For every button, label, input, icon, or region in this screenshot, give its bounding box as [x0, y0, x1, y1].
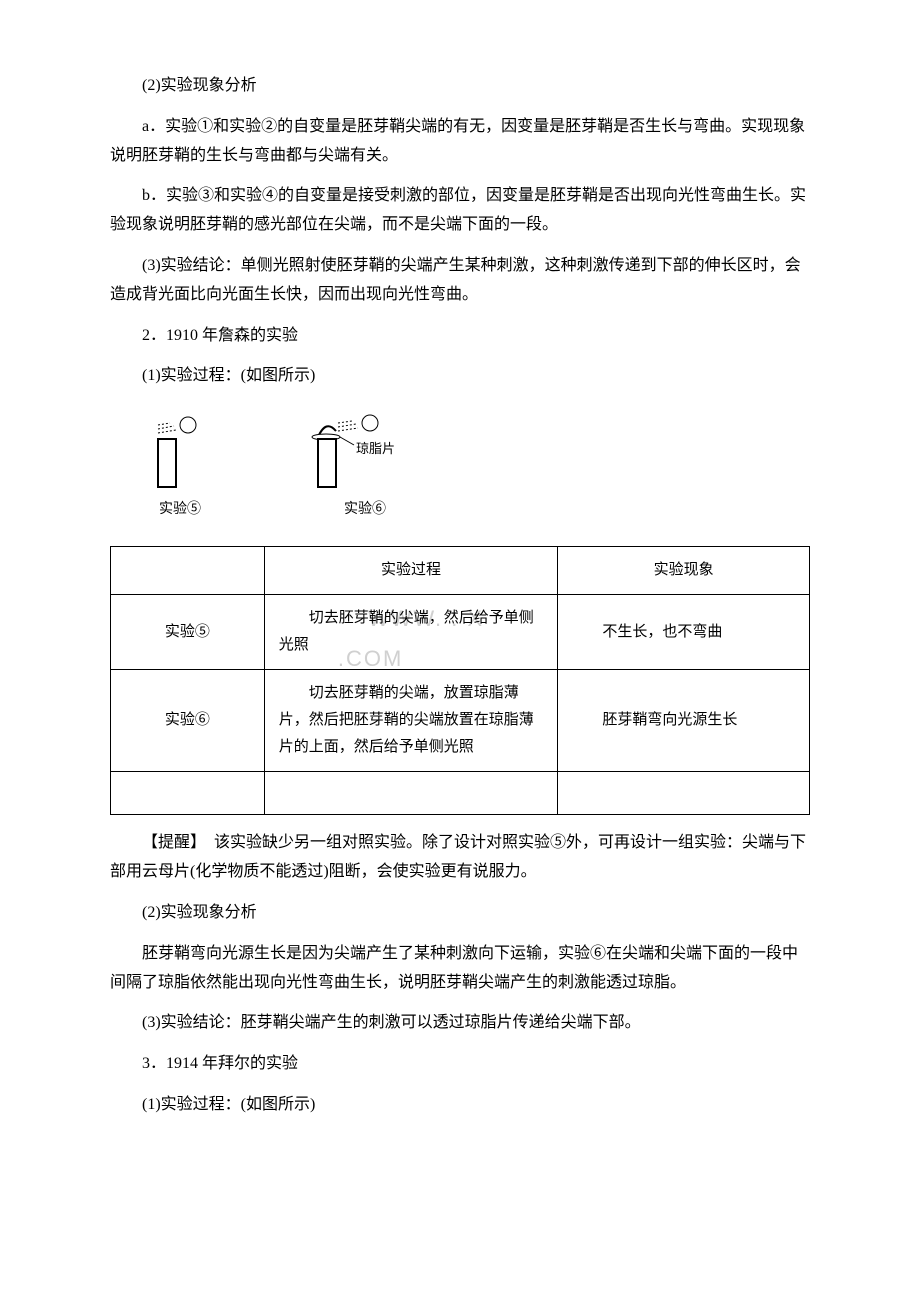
- empty-cell: [111, 772, 265, 815]
- para-section-2: 2．1910 年詹森的实验: [110, 322, 810, 351]
- table-empty-row: [111, 772, 810, 815]
- exp5-svg: [140, 411, 220, 491]
- cell-phen-5: 不生长，也不弯曲: [558, 595, 810, 670]
- table-row: 实验⑤ WWW. . X .COM 切去胚芽鞘的尖端，然后给予单侧光照 不生长，…: [111, 595, 810, 670]
- cell-proc-6: 切去胚芽鞘的尖端，放置琼脂薄片，然后把胚芽鞘的尖端放置在琼脂薄片的上面，然后给予…: [264, 670, 558, 772]
- para-reminder: 【提醒】 该实验缺少另一组对照实验。除了设计对照实验⑤外，可再设计一组实验：尖端…: [110, 829, 810, 887]
- para-2-heading-b: (2)实验现象分析: [110, 899, 810, 928]
- empty-cell: [264, 772, 558, 815]
- th-blank: [111, 547, 265, 595]
- diagram-exp6: 琼脂片 实验⑥: [300, 411, 430, 522]
- cell-proc-5-text: 切去胚芽鞘的尖端，然后给予单侧光照: [279, 610, 534, 653]
- exp6-caption: 实验⑥: [344, 497, 386, 522]
- para-1-process: (1)实验过程：(如图所示): [110, 362, 810, 391]
- exp6-svg: 琼脂片: [300, 411, 430, 491]
- experiment-table: 实验过程 实验现象 实验⑤ WWW. . X .COM 切去胚芽鞘的尖端，然后给…: [110, 546, 810, 815]
- cell-proc-5: WWW. . X .COM 切去胚芽鞘的尖端，然后给予单侧光照: [264, 595, 558, 670]
- exp5-caption: 实验⑤: [159, 497, 201, 522]
- diagram-row: 实验⑤ 琼脂片 实验⑥: [140, 411, 810, 522]
- para-3-conclusion: (3)实验结论：单侧光照射使胚芽鞘的尖端产生某种刺激，这种刺激传递到下部的伸长区…: [110, 252, 810, 310]
- para-b: b．实验③和实验④的自变量是接受刺激的部位，因变量是胚芽鞘是否出现向光性弯曲生长…: [110, 182, 810, 240]
- th-process: 实验过程: [264, 547, 558, 595]
- para-section-3: 3．1914 年拜尔的实验: [110, 1050, 810, 1079]
- cell-label-6: 实验⑥: [111, 670, 265, 772]
- cell-label-5: 实验⑤: [111, 595, 265, 670]
- table-wrap: 实验过程 实验现象 实验⑤ WWW. . X .COM 切去胚芽鞘的尖端，然后给…: [110, 546, 810, 815]
- para-analysis: 胚芽鞘弯向光源生长是因为尖端产生了某种刺激向下运输，实验⑥在尖端和尖端下面的一段…: [110, 940, 810, 998]
- empty-cell: [558, 772, 810, 815]
- table-header-row: 实验过程 实验现象: [111, 547, 810, 595]
- para-a: a．实验①和实验②的自变量是胚芽鞘尖端的有无，因变量是胚芽鞘是否生长与弯曲。实现…: [110, 113, 810, 171]
- table-row: 实验⑥ 切去胚芽鞘的尖端，放置琼脂薄片，然后把胚芽鞘的尖端放置在琼脂薄片的上面，…: [111, 670, 810, 772]
- para-2-heading: (2)实验现象分析: [110, 72, 810, 101]
- th-phenomenon: 实验现象: [558, 547, 810, 595]
- diagram-exp5: 实验⑤: [140, 411, 220, 522]
- para-3-conclusion-b: (3)实验结论：胚芽鞘尖端产生的刺激可以透过琼脂片传递给尖端下部。: [110, 1009, 810, 1038]
- agar-label: 琼脂片: [356, 441, 395, 456]
- para-1-process-b: (1)实验过程：(如图所示): [110, 1091, 810, 1120]
- cell-phen-6: 胚芽鞘弯向光源生长: [558, 670, 810, 772]
